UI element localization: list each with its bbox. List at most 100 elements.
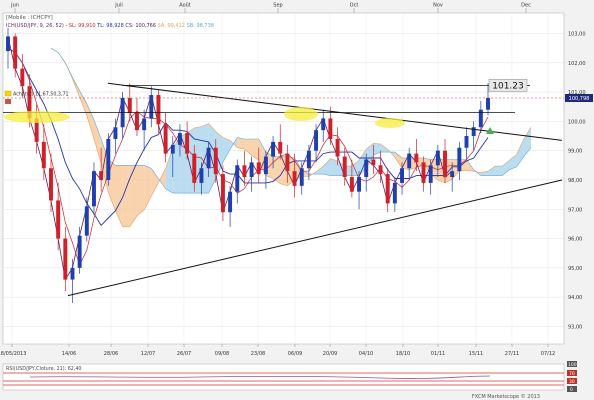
y-tick-label: 100,00 [568, 119, 586, 125]
cloud-segment [237, 137, 245, 150]
candle [249, 156, 254, 192]
candle-body [421, 162, 426, 183]
price-annotation[interactable]: 101.23 [488, 79, 528, 92]
support-trendline[interactable] [67, 179, 563, 297]
candle [435, 144, 440, 178]
candle [314, 124, 319, 163]
candle-body [306, 150, 311, 169]
candle-body [20, 68, 25, 87]
candle [306, 144, 311, 180]
candle-body [228, 191, 233, 213]
resistance-trendline[interactable] [107, 82, 563, 141]
candle-body [113, 127, 118, 139]
candle-body [106, 138, 111, 180]
cloud-segment [244, 138, 252, 156]
cloud-segment [516, 138, 524, 167]
current-price-tag: 100,798 [565, 94, 593, 103]
cloud-segment [316, 166, 324, 175]
footer-copyright: FXCM Marketscope © 2013 [472, 393, 540, 400]
cloud-segment [394, 152, 403, 169]
achat-label: Achat(2) 11,67,50,3,71 [13, 92, 69, 98]
senkou-a-line [50, 47, 532, 228]
rsi-tick-30-box [567, 378, 577, 384]
rsi-tick-100-box [567, 361, 577, 367]
candle-body [149, 95, 154, 119]
candle [357, 171, 362, 210]
rsi-series-line [29, 375, 491, 379]
chart-title: [Mobile : ICHCPY] [6, 15, 53, 21]
candle [285, 144, 290, 183]
candle [220, 165, 225, 221]
candle-body [278, 141, 283, 154]
candle-body [378, 165, 383, 175]
candle-body [249, 162, 254, 178]
cloud-segment [222, 137, 231, 163]
rsi-tick-100: 100 [568, 362, 577, 368]
candle-body [56, 200, 61, 239]
candle [170, 136, 175, 178]
candle-body [142, 118, 147, 131]
candle [457, 141, 462, 180]
x-axis: 18/05/2013 14/06 28/06 12/07 26/07 09/08 23/08… [0, 344, 555, 357]
month-label: Juil [114, 3, 122, 9]
candle-body [263, 156, 268, 175]
candle [192, 144, 197, 192]
x-tick-label: 14/06 [62, 351, 76, 357]
candle [278, 124, 283, 160]
candle-body [357, 177, 362, 192]
candle [407, 147, 412, 180]
candle [235, 159, 240, 204]
rsi-tick-30: 30 [569, 379, 575, 385]
candle-body [335, 138, 340, 157]
candle-body [435, 150, 440, 166]
cloud-segment [373, 143, 381, 156]
candle-body [407, 153, 412, 169]
cloud-segment [208, 123, 216, 194]
candle-body [134, 112, 139, 131]
candle [149, 86, 154, 128]
candle [450, 162, 455, 192]
x-tick-label: 09/08 [215, 351, 229, 357]
indicator-part-2: TL: 98,928 [96, 23, 124, 29]
x-tick-label: 27/11 [505, 351, 519, 357]
x-tick-label: 26/07 [177, 351, 191, 357]
y-tick-label: 94,00 [568, 295, 582, 301]
trend-lines [3, 82, 564, 297]
x-tick-label: 18/10 [396, 351, 410, 357]
candle [364, 153, 369, 192]
cloud-segment [79, 90, 87, 116]
indicator-part-5: SB: 98,738 [185, 23, 214, 29]
y-tick-label: 97,00 [568, 207, 582, 213]
candle [206, 141, 211, 178]
candle [242, 150, 247, 186]
candle-body [271, 141, 276, 157]
candle-body [170, 144, 175, 154]
candle [142, 109, 147, 151]
candle-body [471, 127, 476, 137]
candle [6, 27, 10, 69]
cloud-segment [502, 160, 510, 176]
cloud-segment [165, 148, 173, 194]
y-tick-label: 96,00 [568, 237, 582, 243]
candle [471, 121, 476, 151]
candle [342, 147, 347, 186]
candle-body [70, 267, 75, 280]
y-tick-label: 102,00 [568, 61, 586, 67]
x-tick-label: 28/06 [104, 351, 118, 357]
candle [134, 97, 139, 137]
cloud-segment [509, 154, 517, 170]
x-tick-label: 04/10 [359, 351, 373, 357]
current-price-text: 100,798 [569, 96, 590, 102]
candle-body [220, 174, 225, 213]
highlight-ellipse-left [4, 111, 70, 123]
candle-body [349, 177, 354, 192]
cloud-segment [144, 165, 152, 210]
y-axis: 103,00 102,00 101,00 100,00 99,00 98,00 97,00 9… [568, 32, 586, 331]
x-tick-label: 07/12 [541, 351, 555, 357]
y-tick-label: 103,00 [568, 32, 586, 38]
month-label: Oct [350, 3, 359, 9]
candle [400, 162, 404, 195]
candle [77, 226, 82, 274]
cloud-segment [122, 165, 130, 227]
